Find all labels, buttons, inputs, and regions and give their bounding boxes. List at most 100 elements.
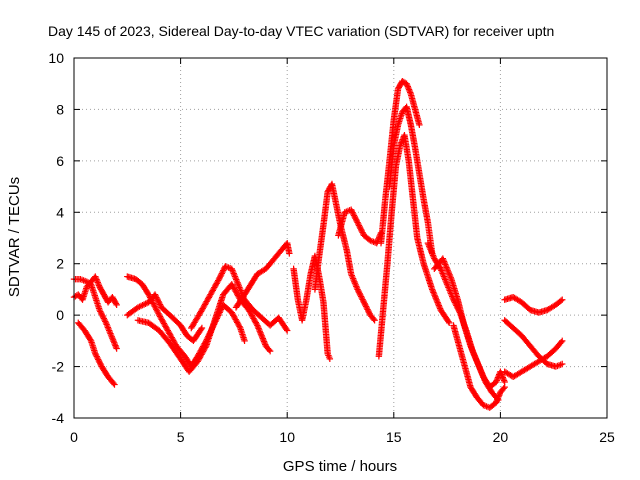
data-point — [93, 277, 101, 285]
data-point — [435, 300, 442, 308]
data-point — [351, 213, 358, 221]
data-point — [443, 265, 451, 273]
data-point — [347, 206, 355, 213]
data-point — [494, 375, 501, 383]
data-point — [497, 369, 505, 377]
data-point — [109, 336, 117, 343]
data-point — [433, 297, 441, 305]
data-point — [96, 306, 103, 314]
data-point — [442, 261, 449, 268]
data-point — [241, 337, 248, 345]
data-point — [215, 277, 222, 284]
y-tick-label: 6 — [56, 153, 64, 169]
data-point — [404, 81, 411, 89]
data-point — [259, 335, 267, 342]
data-point — [446, 271, 453, 278]
series-arc-t — [501, 337, 566, 381]
data-point — [557, 297, 565, 304]
data-point — [98, 311, 105, 318]
y-tick-label: -4 — [52, 410, 65, 426]
data-point — [154, 297, 162, 304]
data-point — [358, 227, 366, 235]
data-point — [441, 259, 448, 267]
data-point — [360, 297, 367, 305]
data-point — [494, 396, 501, 403]
data-point — [405, 84, 412, 92]
data-point — [495, 392, 503, 399]
data-point — [406, 87, 413, 95]
data-point — [265, 346, 273, 354]
series-arc-k — [335, 206, 385, 247]
data-point — [217, 271, 225, 279]
data-point — [112, 342, 119, 349]
series-arc-j — [311, 180, 378, 324]
data-point — [446, 319, 453, 327]
series-arc-n — [386, 103, 436, 257]
data-point — [350, 212, 358, 219]
data-point — [155, 298, 162, 305]
data-point — [153, 294, 160, 301]
data-point — [433, 296, 440, 303]
data-point — [142, 300, 149, 307]
data-point — [97, 309, 105, 317]
data-point — [260, 338, 268, 345]
data-point — [215, 275, 223, 283]
data-point — [360, 299, 368, 306]
axes: 0 5 10 15 20 25 -4 -2 0 2 4 6 8 10 — [48, 50, 615, 445]
series-arc-c — [75, 319, 118, 388]
data-point — [217, 273, 224, 280]
data-point — [97, 360, 104, 367]
data-point — [357, 293, 365, 300]
data-point — [147, 295, 155, 303]
data-point — [156, 299, 163, 307]
data-point — [559, 360, 566, 368]
data-point — [363, 304, 370, 312]
data-point — [499, 372, 506, 380]
data-point — [198, 324, 206, 332]
data-point — [446, 273, 454, 280]
data-point — [559, 296, 566, 303]
data-point — [156, 301, 164, 308]
data-point — [355, 289, 363, 296]
data-point — [93, 276, 100, 283]
data-point — [362, 303, 370, 310]
data-point — [557, 338, 565, 346]
data-point — [111, 339, 118, 346]
data-point — [266, 347, 274, 355]
data-marks — [70, 77, 566, 411]
data-point — [500, 377, 508, 384]
data-point — [111, 381, 118, 388]
series-arc-p — [431, 255, 508, 391]
data-point — [365, 307, 372, 315]
x-axis-title: GPS time / hours — [283, 458, 397, 475]
data-point — [151, 303, 158, 310]
series-arc-r — [501, 293, 566, 316]
data-point — [94, 356, 102, 363]
data-point — [431, 292, 438, 299]
data-point — [220, 267, 227, 274]
data-point — [493, 377, 500, 384]
data-point — [436, 303, 443, 311]
data-point — [284, 327, 291, 334]
data-point — [362, 301, 369, 309]
y-tick-label: 8 — [56, 101, 64, 117]
data-point — [102, 318, 109, 325]
data-point — [150, 301, 158, 309]
y-tick-label: 0 — [56, 307, 64, 323]
data-point — [110, 380, 117, 387]
data-point — [355, 220, 362, 228]
data-point — [444, 267, 451, 274]
data-point — [435, 302, 443, 309]
data-point — [93, 353, 100, 360]
data-point — [440, 258, 448, 265]
data-point — [140, 301, 148, 308]
data-point — [443, 264, 450, 271]
data-point — [109, 335, 116, 342]
x-tick-label: 25 — [599, 429, 615, 445]
x-tick-label: 5 — [177, 429, 185, 445]
data-point — [500, 385, 507, 392]
data-point — [260, 336, 267, 344]
series-arc-l — [375, 131, 453, 360]
series-arc-b — [70, 275, 120, 352]
data-point — [219, 268, 226, 276]
